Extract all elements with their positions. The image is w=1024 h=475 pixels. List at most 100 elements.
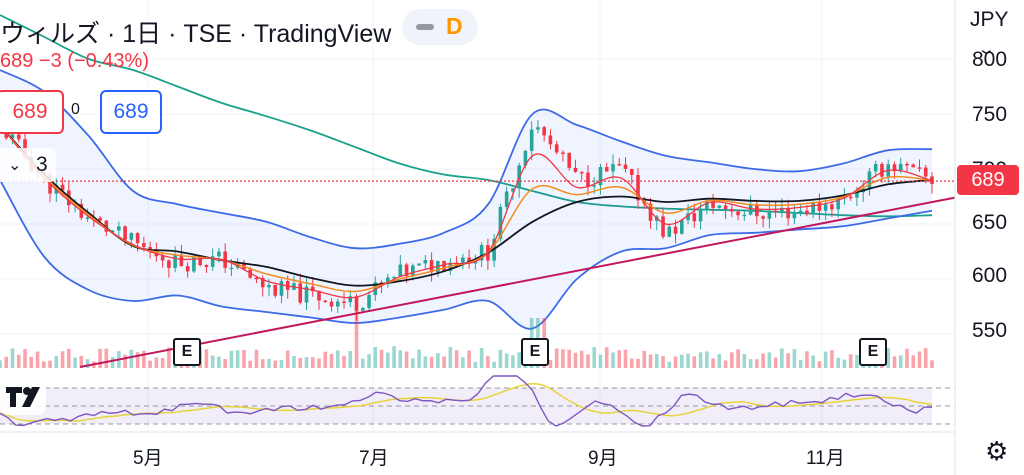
- chevron-down-icon: ⌄: [8, 157, 22, 174]
- volume-bar: [629, 358, 634, 368]
- volume-bar: [267, 358, 271, 368]
- earnings-marker[interactable]: E: [173, 338, 201, 366]
- volume-bar: [836, 357, 840, 368]
- candle: [911, 163, 916, 168]
- earnings-marker[interactable]: E: [521, 338, 549, 366]
- tradingview-logo-icon[interactable]: [0, 377, 46, 415]
- candle-body: [604, 167, 609, 172]
- candle-body: [229, 267, 234, 270]
- volume-bar: [235, 350, 240, 368]
- candle-body: [848, 196, 853, 199]
- volume-bar: [504, 353, 509, 368]
- candle: [629, 168, 634, 185]
- candle: [761, 215, 765, 228]
- candle-body: [805, 210, 809, 215]
- volume-bar: [792, 349, 797, 368]
- volume-bar: [711, 358, 715, 368]
- volume-bar: [223, 359, 227, 368]
- support-trendline: [79, 196, 956, 368]
- volume-bar: [842, 359, 847, 368]
- candle-body: [16, 134, 21, 140]
- candle: [736, 210, 740, 221]
- interval-toggle[interactable]: D: [402, 9, 478, 45]
- volume-bar: [417, 349, 421, 368]
- volume-bar: [811, 355, 815, 368]
- volume-bar: [148, 360, 152, 368]
- candle-body: [561, 152, 565, 154]
- candle-body: [705, 200, 709, 210]
- currency-chevron-icon[interactable]: ⌄: [976, 41, 996, 58]
- candle: [786, 199, 790, 226]
- volume-bar: [0, 360, 2, 368]
- candle: [317, 290, 321, 310]
- candle: [204, 264, 209, 273]
- buy-price-box[interactable]: 689: [100, 90, 162, 134]
- candle: [348, 290, 353, 308]
- volume-bar: [461, 357, 465, 368]
- candle-body: [310, 286, 315, 292]
- candle: [617, 157, 622, 166]
- candle: [917, 159, 922, 172]
- candle-body: [529, 129, 534, 151]
- chart-title[interactable]: ウィルズ · 1日 · TSE · TradingView: [0, 20, 392, 48]
- candle-body: [135, 233, 140, 244]
- candle-body: [554, 144, 559, 153]
- candle: [273, 284, 278, 299]
- candle-body: [273, 284, 278, 296]
- interval-letter[interactable]: D: [446, 13, 463, 39]
- candle: [836, 195, 840, 218]
- volume-bar: [104, 348, 109, 368]
- volume-bar: [586, 354, 590, 368]
- volume-bar: [698, 352, 703, 368]
- candle-body: [267, 284, 271, 288]
- volume-bar: [592, 347, 597, 368]
- volume-bar: [217, 356, 221, 368]
- candle-body: [173, 254, 177, 268]
- candle-body: [223, 251, 227, 268]
- volume-bar: [392, 346, 396, 368]
- candle-body: [461, 257, 465, 265]
- candle-body: [117, 226, 121, 231]
- candle: [310, 277, 315, 297]
- candle-body: [423, 260, 428, 264]
- candle: [223, 243, 227, 273]
- candle: [429, 252, 434, 282]
- volume-bar: [229, 350, 234, 368]
- candle-body: [404, 264, 409, 277]
- sell-price-box[interactable]: 689: [0, 90, 64, 134]
- candle-body: [617, 164, 622, 166]
- indicators-collapse-button[interactable]: ⌄ 3: [0, 148, 56, 182]
- candle-body: [636, 174, 640, 201]
- candle: [755, 199, 759, 225]
- candle: [117, 221, 121, 238]
- candle-body: [586, 172, 590, 187]
- volume-bar: [10, 348, 15, 368]
- candle: [667, 223, 672, 238]
- candle-body: [892, 164, 897, 172]
- candle: [561, 150, 565, 162]
- candle-body: [673, 226, 678, 234]
- candle-body: [304, 286, 309, 303]
- candle-body: [923, 167, 928, 177]
- minus-icon[interactable]: [416, 24, 434, 30]
- candle-body: [773, 210, 778, 213]
- candle-body: [110, 230, 115, 233]
- candle-body: [742, 214, 747, 217]
- volume-bar: [705, 351, 709, 368]
- volume-bar: [129, 349, 134, 368]
- currency-label[interactable]: JPY: [970, 8, 1009, 31]
- candle-body: [442, 260, 446, 271]
- earnings-marker[interactable]: E: [859, 338, 887, 366]
- volume-bar: [335, 350, 340, 368]
- volume-bar: [648, 354, 653, 368]
- candle: [748, 195, 753, 216]
- volume-bar: [436, 353, 440, 368]
- volume-bar: [561, 349, 565, 368]
- volume-bar: [79, 355, 84, 368]
- candle-body: [786, 207, 790, 219]
- settings-gear-icon[interactable]: ⚙: [985, 436, 1009, 466]
- time-label: 5月: [133, 448, 163, 469]
- candle-body: [579, 171, 584, 174]
- candle: [548, 129, 553, 150]
